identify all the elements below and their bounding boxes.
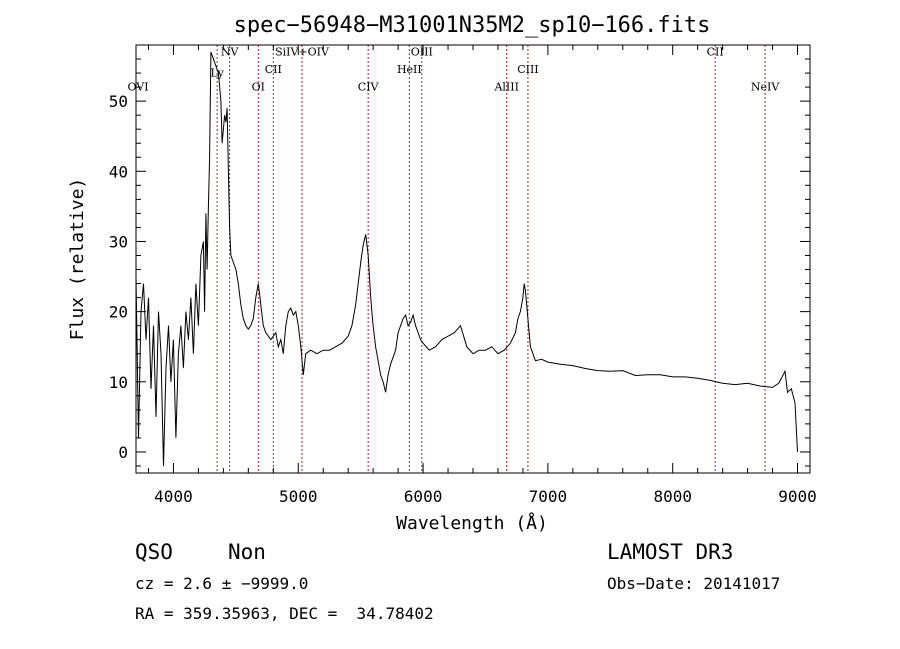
y-tick-label: 50	[109, 92, 128, 111]
emission-line-label: NeIV	[751, 81, 780, 94]
chart-title: spec−56948−M31001N35M2_sp10−166.fits	[234, 13, 711, 38]
emission-line-label: Ly	[210, 67, 224, 80]
y-tick-label: 30	[109, 232, 128, 251]
axis-tick-labels: 4000 5000 6000 7000 8000 9000 0 10 20 30 40 50	[109, 92, 817, 506]
emission-line-markers	[216, 45, 766, 473]
coordinates-text: RA = 359.35963, DEC = 34.78402	[135, 604, 434, 623]
object-subclass: Non	[228, 540, 266, 564]
spectrum-line	[135, 51, 798, 467]
y-tick-label: 40	[109, 162, 128, 181]
emission-line-label: SiIV+OIV	[275, 46, 330, 59]
x-tick-label: 5000	[279, 487, 318, 506]
emission-line-label: OI	[252, 81, 265, 94]
emission-line-label: CII	[265, 63, 282, 76]
observation-date: Obs−Date: 20141017	[607, 574, 780, 593]
emission-line-label: HeII	[397, 63, 422, 76]
x-tick-label: 4000	[154, 487, 193, 506]
x-tick-label: 8000	[653, 487, 692, 506]
redshift-text: cz = 2.6 ± −9999.0	[135, 574, 308, 593]
object-class: QSO	[135, 540, 173, 564]
x-tick-label: 9000	[778, 487, 817, 506]
emission-line-label: CII	[707, 46, 724, 59]
y-tick-label: 10	[109, 373, 128, 392]
emission-line-label: CIII	[517, 63, 538, 76]
y-tick-label: 0	[118, 443, 128, 462]
emission-line-label: OIII	[411, 46, 433, 59]
emission-line-label: AlIII	[493, 81, 519, 94]
plot-frame	[135, 44, 811, 474]
x-axis-label: Wavelength (Å)	[396, 512, 548, 534]
survey-name: LAMOST DR3	[607, 540, 733, 564]
emission-line-labels: OVILyNVOICIISiIV+OIVCIVHeIIOIIIAlIIICIII…	[127, 46, 780, 94]
axis-ticks	[136, 45, 810, 473]
y-axis-label: Flux (relative)	[67, 178, 88, 341]
emission-line-label: CIV	[358, 81, 380, 94]
y-tick-label: 20	[109, 303, 128, 322]
x-tick-label: 7000	[529, 487, 568, 506]
x-tick-label: 6000	[404, 487, 443, 506]
emission-line-label: NV	[221, 46, 240, 59]
